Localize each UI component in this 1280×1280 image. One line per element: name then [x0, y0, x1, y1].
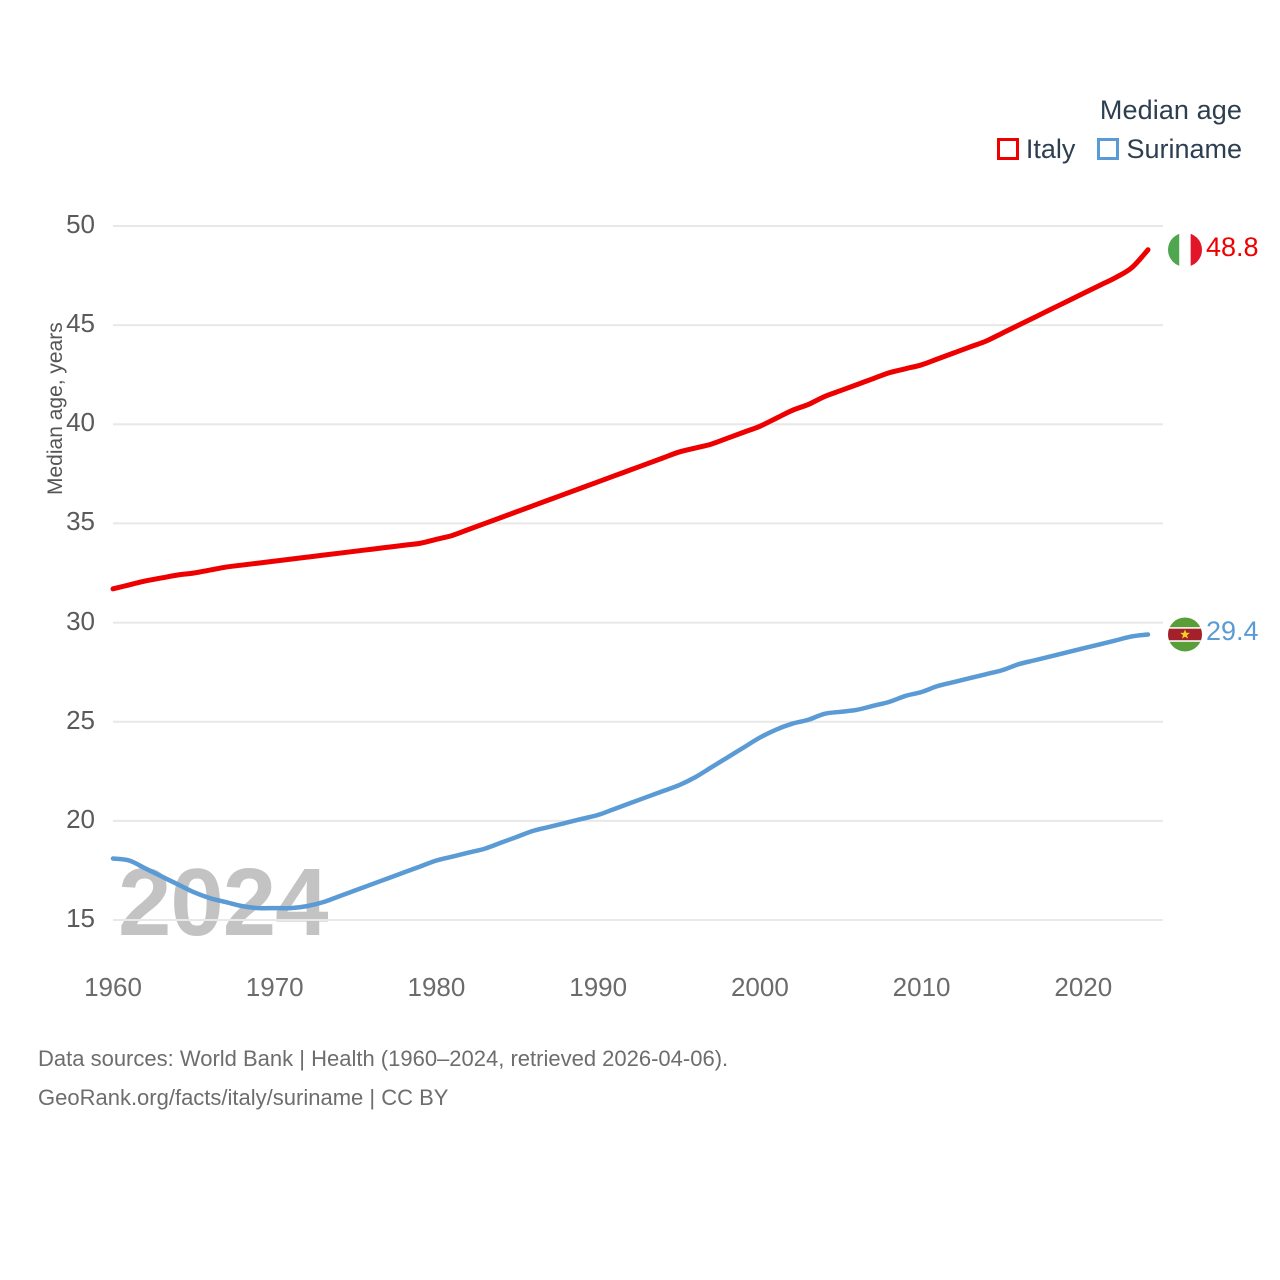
x-tick-label: 1990 — [569, 972, 628, 1002]
footer-line-sources: Data sources: World Bank | Health (1960–… — [38, 1046, 729, 1071]
y-tick-label: 20 — [66, 803, 95, 834]
x-tick-label: 1960 — [84, 972, 142, 1002]
flag-marker-suriname — [1168, 617, 1202, 652]
gridlines — [113, 225, 1163, 921]
legend-swatch-italy — [996, 138, 1019, 161]
x-tick-label: 2000 — [730, 972, 789, 1002]
y-tick-label: 30 — [66, 605, 95, 636]
footer-line-attribution: GeoRank.org/facts/italy/suriname | CC BY — [38, 1084, 449, 1110]
x-tick-label: 1980 — [407, 972, 466, 1002]
legend-item-italy[interactable]: Italy — [996, 133, 1076, 164]
y-tick-label: 40 — [66, 407, 95, 438]
legend-label-italy: Italy — [1025, 133, 1076, 164]
x-tick-label: 2020 — [1054, 972, 1113, 1002]
legend-item-suriname[interactable]: Suriname — [1097, 133, 1242, 164]
chart-legend: Median age Italy Suriname — [996, 95, 1242, 164]
series-line-italy — [110, 247, 1151, 592]
y-tick-label: 50 — [66, 209, 95, 239]
flag-marker-italy — [1168, 232, 1202, 267]
y-tick-label: 15 — [66, 903, 95, 933]
legend-title: Median age — [1099, 95, 1242, 125]
legend-swatch-suriname — [1097, 138, 1120, 161]
end-value-label-italy: 48.8 — [1206, 231, 1259, 262]
y-tick-label: 45 — [66, 308, 95, 339]
chart-footer: Data sources: World Bank | Health (1960–… — [38, 1040, 728, 1117]
x-tick-label: 2010 — [892, 972, 951, 1002]
series-line-suriname — [110, 632, 1151, 911]
end-value-label-suriname: 29.4 — [1206, 616, 1259, 647]
legend-items: Italy Suriname — [996, 133, 1242, 164]
legend-label-suriname: Suriname — [1126, 133, 1242, 164]
y-tick-label: 25 — [66, 704, 95, 735]
x-tick-label: 1970 — [245, 972, 304, 1002]
y-tick-label: 35 — [66, 506, 95, 537]
